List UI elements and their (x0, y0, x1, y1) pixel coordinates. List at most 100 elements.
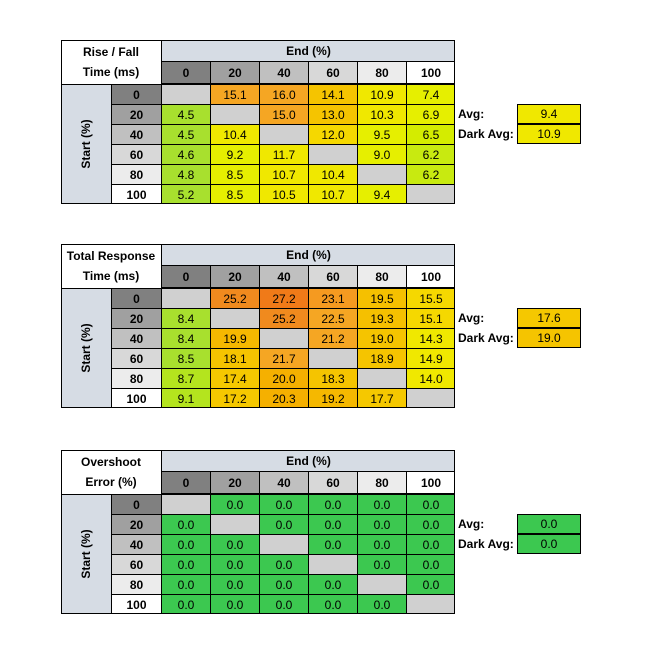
data-cell: 8.5 (210, 184, 259, 204)
col-header-40: 40 (259, 266, 308, 288)
data-cell: 0.0 (210, 534, 259, 554)
data-cell: 10.9 (357, 84, 406, 104)
data-cell: 4.6 (161, 144, 210, 164)
data-cell: 17.4 (210, 368, 259, 388)
dark-avg-value: 19.0 (517, 328, 581, 348)
data-cell: 0.0 (357, 554, 406, 574)
data-cell: 19.2 (308, 388, 357, 408)
data-cell (210, 104, 259, 124)
data-cell: 10.7 (308, 184, 357, 204)
data-cell (161, 84, 210, 104)
data-cell: 0.0 (406, 534, 455, 554)
data-cell: 8.4 (161, 308, 210, 328)
row-header-100: 100 (111, 388, 161, 408)
row-header-60: 60 (111, 144, 161, 164)
dark-avg-label: Dark Avg: (458, 127, 514, 141)
data-cell: 6.9 (406, 104, 455, 124)
dark-avg-label: Dark Avg: (458, 331, 514, 345)
col-header-20: 20 (210, 266, 259, 288)
data-cell: 10.7 (259, 164, 308, 184)
avg-label: Avg: (458, 517, 485, 531)
data-cell: 21.7 (259, 348, 308, 368)
data-cell: 10.5 (259, 184, 308, 204)
data-cell (210, 308, 259, 328)
data-cell: 8.7 (161, 368, 210, 388)
avg-label: Avg: (458, 107, 485, 121)
row-header-20: 20 (111, 514, 161, 534)
data-cell: 9.4 (357, 184, 406, 204)
data-cell: 9.1 (161, 388, 210, 408)
col-header-20: 20 (210, 62, 259, 84)
row-header-0: 0 (111, 288, 161, 308)
dark-avg-value: 0.0 (517, 534, 581, 554)
row-header-20: 20 (111, 308, 161, 328)
data-cell: 19.9 (210, 328, 259, 348)
table-title-line: Rise / Fall (82, 45, 140, 59)
data-cell: 0.0 (210, 494, 259, 514)
data-cell (357, 164, 406, 184)
row-axis-block (61, 494, 111, 614)
data-cell: 0.0 (406, 494, 455, 514)
row-axis-block (61, 84, 111, 204)
data-cell: 25.2 (259, 308, 308, 328)
data-cell: 11.7 (259, 144, 308, 164)
data-cell: 0.0 (357, 534, 406, 554)
table-title-line: Time (ms) (82, 65, 140, 79)
col-header-40: 40 (259, 62, 308, 84)
col-header-0: 0 (161, 472, 210, 494)
data-cell: 10.4 (308, 164, 357, 184)
row-header-0: 0 (111, 84, 161, 104)
row-header-40: 40 (111, 124, 161, 144)
data-cell: 0.0 (161, 514, 210, 534)
data-cell: 0.0 (308, 494, 357, 514)
data-cell: 0.0 (161, 594, 210, 614)
col-axis-header: End (%) (161, 40, 455, 62)
row-header-100: 100 (111, 594, 161, 614)
row-header-0: 0 (111, 494, 161, 514)
data-cell: 25.2 (210, 288, 259, 308)
data-cell: 0.0 (259, 594, 308, 614)
col-header-60: 60 (308, 266, 357, 288)
data-cell: 14.1 (308, 84, 357, 104)
col-header-80: 80 (357, 266, 406, 288)
row-axis-block (61, 288, 111, 408)
col-header-20: 20 (210, 472, 259, 494)
data-cell: 12.0 (308, 124, 357, 144)
table-border (61, 244, 455, 408)
table-title-line: Overshoot (80, 455, 141, 469)
data-cell: 21.2 (308, 328, 357, 348)
data-cell (406, 594, 455, 614)
data-cell (406, 388, 455, 408)
col-header-40: 40 (259, 472, 308, 494)
data-cell: 10.3 (357, 104, 406, 124)
col-header-80: 80 (357, 62, 406, 84)
data-cell (308, 348, 357, 368)
col-axis-header: End (%) (161, 450, 455, 472)
avg-value: 17.6 (517, 308, 581, 328)
data-cell: 0.0 (308, 574, 357, 594)
col-header-100: 100 (406, 472, 455, 494)
data-cell: 22.5 (308, 308, 357, 328)
data-cell: 0.0 (259, 554, 308, 574)
data-cell: 27.2 (259, 288, 308, 308)
table-title-line: Total Response (66, 249, 156, 263)
data-cell: 16.0 (259, 84, 308, 104)
data-cell: 0.0 (161, 534, 210, 554)
data-cell (161, 494, 210, 514)
data-cell: 15.5 (406, 288, 455, 308)
data-cell: 15.1 (210, 84, 259, 104)
row-header-100: 100 (111, 184, 161, 204)
data-cell: 15.0 (259, 104, 308, 124)
data-cell: 9.0 (357, 144, 406, 164)
row-header-60: 60 (111, 348, 161, 368)
data-cell: 0.0 (308, 534, 357, 554)
data-cell: 10.4 (210, 124, 259, 144)
data-cell (161, 288, 210, 308)
avg-value: 0.0 (517, 514, 581, 534)
col-axis-header: End (%) (161, 244, 455, 266)
data-cell: 0.0 (406, 574, 455, 594)
data-cell: 18.3 (308, 368, 357, 388)
row-header-80: 80 (111, 164, 161, 184)
data-cell (259, 534, 308, 554)
row-header-80: 80 (111, 574, 161, 594)
